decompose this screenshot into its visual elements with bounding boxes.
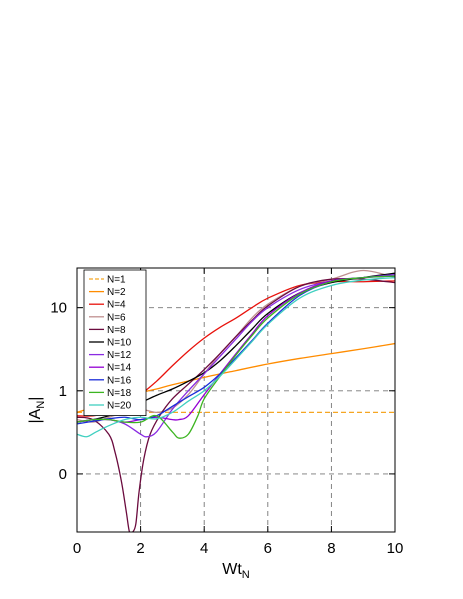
grid	[77, 268, 395, 532]
legend-label: N=1	[107, 275, 126, 286]
axis-ticks: 0 2 4 6 8 10 0 1 10	[50, 268, 403, 557]
y-tick-label: 0	[59, 466, 67, 483]
plot-frame	[76, 267, 396, 533]
x-tick-label: 6	[264, 540, 272, 557]
legend-label: N=8	[107, 325, 126, 336]
legend: N=1N=2 N=4N=6 N=8 N=10N=12 N=14N=16 N=18 N=20	[83, 269, 147, 417]
legend-label: N=6	[107, 312, 126, 323]
legend-label: N=16	[107, 375, 132, 386]
legend-label: N=14	[107, 363, 132, 374]
legend-box	[83, 269, 147, 417]
x-tick-label: 8	[327, 540, 335, 557]
x-tick-label: 10	[387, 540, 404, 557]
x-tick-label: 4	[200, 540, 208, 557]
y-axis-label: |AN|	[27, 397, 47, 424]
legend-label: N=10	[107, 338, 132, 349]
legend-label: N=2	[107, 287, 126, 298]
x-axis-label: WtN	[222, 561, 250, 581]
legend-label: N=12	[107, 350, 132, 361]
series-line-n-18	[77, 275, 395, 439]
legend-label: N=18	[107, 388, 132, 399]
series-line-n-12	[77, 273, 395, 438]
y-tick-label: 10	[50, 300, 67, 317]
x-tick-label: 0	[73, 540, 81, 557]
series-line-n-20	[77, 276, 395, 438]
x-tick-label: 2	[136, 540, 144, 557]
legend-label: N=4	[107, 300, 126, 311]
y-tick-label: 1	[59, 383, 67, 400]
legend-label: N=20	[107, 401, 132, 412]
series-line-n-8	[77, 277, 395, 532]
